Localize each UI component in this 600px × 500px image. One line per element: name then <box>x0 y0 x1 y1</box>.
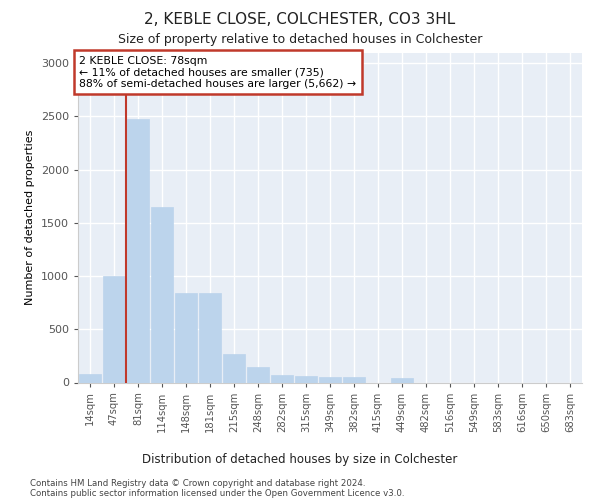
Text: Size of property relative to detached houses in Colchester: Size of property relative to detached ho… <box>118 32 482 46</box>
Bar <box>271 375 293 382</box>
Bar <box>199 293 221 382</box>
Text: 2, KEBLE CLOSE, COLCHESTER, CO3 3HL: 2, KEBLE CLOSE, COLCHESTER, CO3 3HL <box>145 12 455 28</box>
Text: 2 KEBLE CLOSE: 78sqm
← 11% of detached houses are smaller (735)
88% of semi-deta: 2 KEBLE CLOSE: 78sqm ← 11% of detached h… <box>79 56 356 89</box>
Bar <box>319 376 341 382</box>
Y-axis label: Number of detached properties: Number of detached properties <box>25 130 35 305</box>
Bar <box>103 276 125 382</box>
Text: Distribution of detached houses by size in Colchester: Distribution of detached houses by size … <box>142 452 458 466</box>
Bar <box>223 354 245 382</box>
Bar <box>343 377 365 382</box>
Bar <box>151 207 173 382</box>
Bar <box>79 374 101 382</box>
Bar <box>175 293 197 382</box>
Bar <box>127 118 149 382</box>
Bar <box>247 366 269 382</box>
Text: Contains HM Land Registry data © Crown copyright and database right 2024.: Contains HM Land Registry data © Crown c… <box>30 479 365 488</box>
Text: Contains public sector information licensed under the Open Government Licence v3: Contains public sector information licen… <box>30 489 404 498</box>
Bar <box>295 376 317 382</box>
Bar <box>391 378 413 382</box>
